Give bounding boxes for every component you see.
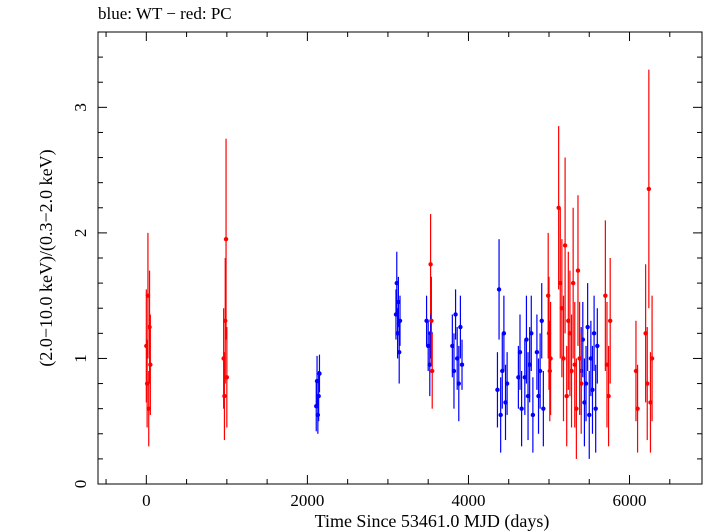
data-point-wt	[315, 412, 321, 418]
data-point-wt	[517, 349, 523, 355]
data-point-wt	[453, 312, 458, 317]
data-point-wt	[316, 393, 321, 399]
data-point-wt	[583, 381, 589, 386]
data-point-pc	[570, 280, 576, 286]
x-tick-label: 0	[142, 491, 151, 510]
data-point-pc	[223, 236, 229, 242]
data-point-wt	[504, 381, 510, 386]
data-point-wt	[451, 368, 457, 374]
x-axis-label: Time Since 53461.0 MJD (days)	[315, 511, 550, 532]
data-point-wt	[530, 412, 536, 418]
data-point-pc	[575, 268, 581, 273]
data-point-wt	[459, 362, 465, 367]
y-tick-label: 0	[71, 480, 90, 489]
data-point-wt	[529, 331, 534, 336]
data-point-wt	[498, 412, 503, 418]
data-point-wt	[591, 331, 597, 336]
data-point-pc	[148, 362, 153, 367]
data-point-pc	[548, 356, 553, 361]
data-point-wt	[397, 318, 403, 323]
data-point-pc	[606, 393, 611, 399]
data-point-wt	[456, 381, 461, 386]
data-point-pc	[429, 318, 434, 323]
data-point-pc	[564, 393, 569, 399]
data-point-pc	[646, 186, 652, 192]
data-point-pc	[428, 262, 433, 267]
data-point-pc	[645, 381, 650, 386]
data-point-wt	[593, 406, 598, 411]
data-point-pc	[430, 368, 435, 374]
y-axis-label: (2.0−10.0 keV)/(0.3−2.0 keV)	[36, 149, 57, 366]
data-point-wt	[590, 387, 595, 393]
data-point-pc	[223, 318, 228, 323]
chart-title: blue: WT − red: PC	[98, 4, 232, 23]
data-point-pc	[222, 393, 227, 399]
data-point-pc	[649, 356, 655, 361]
data-point-pc	[547, 368, 552, 374]
data-point-pc	[545, 293, 551, 298]
plot-frame	[97, 31, 703, 485]
x-tick-label: 4000	[451, 491, 485, 510]
data-point-wt	[539, 318, 544, 323]
data-point-wt	[534, 349, 540, 355]
data-point-pc	[562, 243, 568, 248]
y-tick-label: 1	[71, 354, 90, 363]
y-tick-label: 2	[71, 229, 90, 238]
data-point-wt	[458, 324, 463, 330]
data-point-wt	[541, 406, 546, 411]
data-point-wt	[585, 324, 590, 330]
data-point-wt	[537, 368, 543, 374]
data-point-pc	[607, 318, 613, 323]
data-point-pc	[603, 293, 608, 298]
data-point-wt	[396, 349, 402, 355]
data-point-wt	[496, 287, 502, 292]
data-point-wt	[587, 412, 592, 418]
data-point-pc	[635, 406, 640, 411]
data-point-pc	[579, 381, 584, 386]
data-point-wt	[524, 337, 529, 342]
data-point-wt	[595, 343, 600, 349]
data-point-pc	[569, 368, 574, 374]
data-point-wt	[501, 331, 507, 336]
x-tick-label: 6000	[613, 491, 647, 510]
data-point-pc	[224, 375, 230, 380]
data-point-pc	[561, 356, 566, 361]
x-tick-label: 2000	[290, 491, 324, 510]
y-tick-label: 3	[71, 103, 90, 112]
data-point-wt	[495, 387, 500, 393]
data-point-pc	[147, 324, 152, 330]
data-point-wt	[317, 371, 322, 376]
data-point-wt	[519, 406, 524, 411]
data-point-pc	[574, 406, 579, 411]
